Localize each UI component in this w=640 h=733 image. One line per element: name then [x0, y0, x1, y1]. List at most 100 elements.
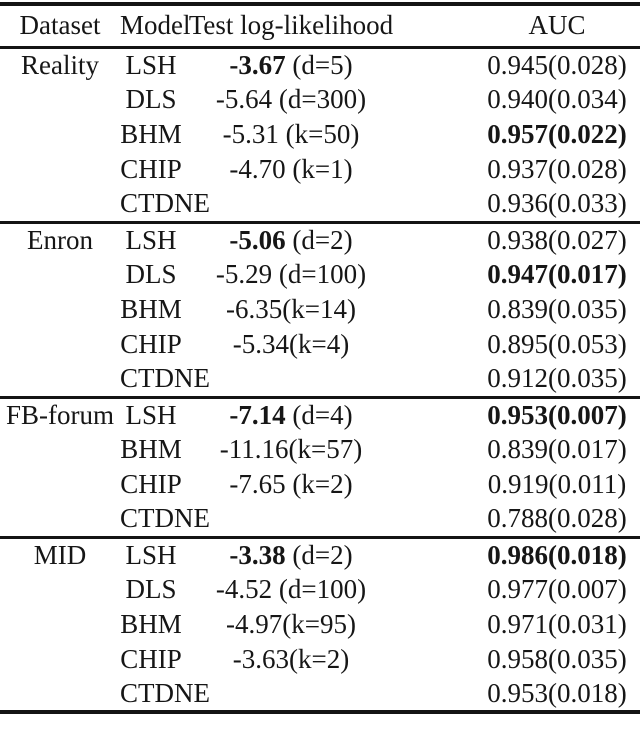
loglik-cell: -5.29 (d=100) — [182, 257, 400, 292]
model-cell: CHIP — [120, 329, 182, 359]
dataset-cell — [0, 82, 120, 117]
auc-cell: 0.953(0.007) — [487, 399, 627, 430]
model-cell: CTDNE — [120, 188, 210, 219]
dataset-cell — [0, 117, 120, 152]
loglik-cell: -5.64 (d=300) — [182, 82, 400, 117]
loglik-cell: -3.63(k=2) — [182, 642, 400, 677]
table-row: CTDNE 0.936(0.033) — [0, 187, 640, 222]
model-cell: CHIP — [120, 469, 182, 499]
loglik-bold-value: -7.14 — [229, 399, 286, 430]
table-row: FB-forum LSH -7.14 (d=4) 0.953(0.007) — [0, 397, 640, 432]
table-row: BHM -4.97(k=95) 0.971(0.031) — [0, 607, 640, 642]
table-row: CTDNE 0.953(0.018) — [0, 677, 640, 712]
model-cell: BHM — [120, 294, 182, 324]
table-row: CHIP -5.34(k=4) 0.895(0.053) — [0, 327, 640, 362]
loglik-cell: -4.97(k=95) — [182, 607, 400, 642]
loglik-cell — [182, 362, 400, 397]
loglik-param: -6.35(k=14) — [226, 294, 356, 324]
auc-cell: 0.839(0.017) — [487, 434, 627, 464]
table-row: CHIP -4.70 (k=1) 0.937(0.028) — [0, 152, 640, 187]
table-row: CTDNE 0.912(0.035) — [0, 362, 640, 397]
model-cell: LSH — [125, 539, 177, 570]
loglik-param: (d=5) — [285, 49, 353, 80]
dataset-cell — [0, 257, 120, 292]
table-row: MID LSH -3.38 (d=2) 0.986(0.018) — [0, 537, 640, 572]
results-table: Dataset Model Test log-likelihood AUC Re… — [0, 2, 640, 714]
loglik-param: (d=2) — [285, 224, 353, 255]
loglik-param: -11.16(k=57) — [219, 434, 363, 464]
loglik-param: -5.34(k=4) — [232, 329, 350, 359]
dataset-group: Enron LSH -5.06 (d=2) 0.938(0.027) DLS -… — [0, 222, 640, 397]
loglik-param: -4.52 (d=100) — [215, 574, 367, 604]
dataset-cell — [0, 467, 120, 502]
table-row: DLS -5.29 (d=100) 0.947(0.017) — [0, 257, 640, 292]
auc-cell: 0.947(0.017) — [487, 259, 627, 289]
loglik-cell: -6.35(k=14) — [182, 292, 400, 327]
loglik-cell — [182, 187, 400, 222]
model-cell: DLS — [125, 574, 177, 604]
table-row: BHM -6.35(k=14) 0.839(0.035) — [0, 292, 640, 327]
dataset-group: FB-forum LSH -7.14 (d=4) 0.953(0.007) BH… — [0, 397, 640, 537]
loglik-param: -4.70 (k=1) — [229, 154, 353, 184]
auc-cell: 0.977(0.007) — [487, 574, 627, 604]
dataset-cell — [0, 292, 120, 327]
col-header-dataset: Dataset — [19, 10, 101, 41]
table-row: DLS -5.64 (d=300) 0.940(0.034) — [0, 82, 640, 117]
auc-cell: 0.788(0.028) — [487, 503, 627, 534]
dataset-cell — [0, 607, 120, 642]
auc-cell: 0.839(0.035) — [487, 294, 627, 324]
dataset-group: Reality LSH -3.67 (d=5) 0.945(0.028) DLS… — [0, 47, 640, 222]
loglik-param: (d=4) — [285, 399, 353, 430]
model-cell: CHIP — [120, 644, 182, 674]
loglik-param: -5.31 (k=50) — [222, 119, 360, 149]
loglik-cell: -5.06 (d=2) — [182, 222, 400, 257]
loglik-cell: -7.65 (k=2) — [182, 467, 400, 502]
auc-cell: 0.945(0.028) — [487, 49, 627, 80]
loglik-cell: -5.31 (k=50) — [182, 117, 400, 152]
model-cell: BHM — [120, 119, 182, 149]
dataset-cell: Enron — [27, 224, 93, 255]
loglik-param: -5.64 (d=300) — [215, 84, 367, 114]
model-cell: CTDNE — [120, 678, 210, 708]
header-row: Dataset Model Test log-likelihood AUC — [0, 4, 640, 47]
auc-cell: 0.957(0.022) — [487, 119, 627, 149]
dataset-cell — [0, 502, 120, 537]
table-row: BHM -11.16(k=57) 0.839(0.017) — [0, 432, 640, 467]
model-cell: DLS — [125, 84, 177, 114]
table-row: BHM -5.31 (k=50) 0.957(0.022) — [0, 117, 640, 152]
dataset-cell — [0, 432, 120, 467]
loglik-cell — [182, 677, 400, 712]
auc-cell: 0.953(0.018) — [487, 678, 627, 708]
auc-cell: 0.958(0.035) — [487, 644, 627, 674]
model-cell: BHM — [120, 434, 182, 464]
model-cell: DLS — [125, 259, 177, 289]
loglik-bold-value: -3.67 — [229, 49, 286, 80]
col-header-test-log-likelihood: Test log-likelihood — [188, 10, 394, 41]
table-row: CTDNE 0.788(0.028) — [0, 502, 640, 537]
dataset-group: MID LSH -3.38 (d=2) 0.986(0.018) DLS -4.… — [0, 537, 640, 712]
loglik-param: -7.65 (k=2) — [229, 469, 353, 499]
auc-cell: 0.895(0.053) — [487, 329, 627, 359]
loglik-bold-value: -3.38 — [229, 539, 286, 570]
dataset-cell: FB-forum — [6, 399, 114, 430]
auc-cell: 0.919(0.011) — [487, 469, 627, 499]
auc-cell: 0.936(0.033) — [487, 188, 627, 219]
loglik-param: -3.63(k=2) — [232, 644, 350, 674]
auc-cell: 0.971(0.031) — [487, 609, 627, 639]
loglik-cell: -4.52 (d=100) — [182, 572, 400, 607]
table-row: DLS -4.52 (d=100) 0.977(0.007) — [0, 572, 640, 607]
loglik-cell — [182, 502, 400, 537]
table-header: Dataset Model Test log-likelihood AUC — [0, 4, 640, 47]
auc-cell: 0.938(0.027) — [487, 224, 627, 255]
loglik-cell: -11.16(k=57) — [182, 432, 400, 467]
auc-cell: 0.912(0.035) — [487, 363, 627, 394]
dataset-cell — [0, 152, 120, 187]
loglik-cell: -3.38 (d=2) — [182, 537, 400, 572]
col-header-auc: AUC — [528, 10, 586, 41]
model-cell: BHM — [120, 609, 182, 639]
model-cell: CTDNE — [120, 363, 210, 394]
auc-cell: 0.986(0.018) — [487, 539, 627, 570]
loglik-param: -4.97(k=95) — [226, 609, 356, 639]
dataset-cell — [0, 572, 120, 607]
dataset-cell: MID — [33, 539, 87, 570]
